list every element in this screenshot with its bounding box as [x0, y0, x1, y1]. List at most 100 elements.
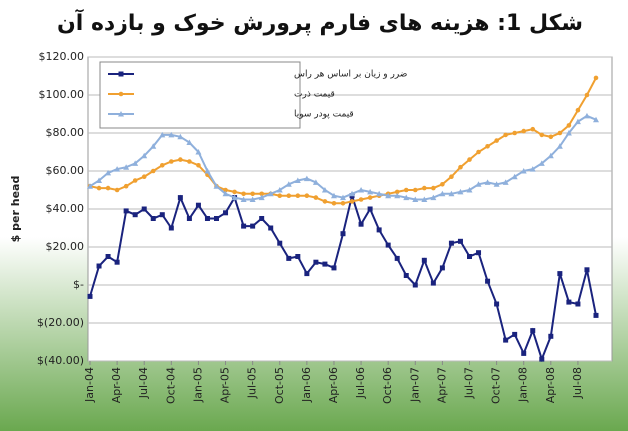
x-tick-label: Jan-08: [517, 367, 530, 403]
marker: [187, 159, 192, 164]
marker: [312, 179, 319, 185]
marker: [159, 163, 165, 168]
marker: [467, 157, 472, 162]
y-tick-label: $100.00: [39, 88, 85, 101]
marker: [457, 238, 463, 244]
marker: [448, 190, 455, 197]
marker: [557, 271, 563, 277]
marker: [285, 181, 292, 187]
marker: [241, 223, 247, 229]
marker: [521, 128, 527, 134]
marker: [150, 168, 156, 174]
marker: [511, 173, 518, 180]
x-tick-label: Oct-04: [164, 367, 177, 404]
marker: [340, 231, 346, 237]
marker: [485, 278, 491, 284]
x-tick-label: Apr-06: [327, 367, 340, 403]
x-tick-label: Apr-08: [544, 367, 557, 403]
marker: [430, 194, 437, 201]
marker: [231, 194, 238, 201]
marker: [322, 261, 328, 267]
legend-label: قیمت ذرت: [294, 90, 335, 100]
marker: [277, 193, 283, 198]
marker: [484, 179, 491, 185]
marker: [458, 164, 463, 170]
marker: [123, 164, 130, 170]
marker: [304, 193, 310, 198]
marker: [259, 216, 265, 221]
marker: [340, 194, 346, 201]
marker: [214, 216, 219, 221]
marker: [358, 197, 364, 202]
x-tick-label: Apr-07: [435, 367, 448, 403]
marker: [394, 192, 401, 199]
marker: [222, 190, 229, 197]
marker: [502, 179, 509, 185]
marker: [250, 191, 255, 197]
marker: [258, 194, 265, 201]
marker: [141, 152, 148, 159]
marker: [118, 71, 124, 77]
marker: [584, 267, 590, 273]
marker: [114, 166, 121, 172]
marker: [132, 212, 138, 218]
marker: [105, 169, 112, 176]
marker: [566, 123, 572, 128]
marker: [448, 240, 454, 246]
marker: [277, 240, 283, 246]
marker: [512, 331, 518, 337]
marker: [123, 183, 129, 189]
x-tick-label: Oct-05: [273, 367, 286, 404]
marker: [313, 259, 319, 265]
marker: [449, 174, 454, 179]
marker: [593, 116, 599, 123]
y-tick-label: $80.00: [46, 126, 85, 139]
marker: [367, 188, 374, 195]
marker: [431, 185, 436, 191]
marker: [512, 130, 517, 136]
marker: [530, 126, 536, 132]
marker: [267, 190, 274, 197]
marker: [195, 149, 202, 155]
legend-label: قیمت پودر سویا: [294, 110, 354, 120]
marker: [186, 139, 193, 145]
marker: [493, 181, 500, 187]
marker: [240, 196, 247, 202]
marker: [118, 111, 124, 117]
marker: [204, 216, 210, 221]
marker: [503, 132, 508, 138]
marker: [583, 112, 590, 119]
y-axis-label: $ per head: [9, 176, 22, 243]
x-tick-label: Jul-08: [571, 367, 584, 399]
x-tick-label: Oct-07: [490, 367, 503, 404]
marker: [313, 195, 319, 200]
marker: [403, 194, 410, 201]
marker: [232, 189, 237, 195]
marker: [422, 185, 427, 191]
marker: [268, 225, 274, 231]
marker: [574, 118, 581, 125]
marker: [96, 185, 102, 191]
marker: [385, 242, 391, 248]
marker: [331, 201, 337, 206]
marker: [548, 333, 554, 339]
x-tick-label: Jan-05: [191, 367, 204, 403]
marker: [494, 301, 500, 307]
marker: [159, 212, 165, 218]
marker: [412, 196, 419, 202]
marker: [295, 193, 301, 198]
marker: [141, 206, 147, 212]
marker: [159, 131, 166, 138]
y-tick-label: $(40.00): [37, 354, 84, 367]
marker: [403, 187, 409, 193]
marker: [476, 149, 481, 155]
marker: [96, 263, 102, 269]
x-tick-label: Jan-07: [408, 367, 421, 403]
x-tick-label: Oct-06: [381, 367, 394, 404]
marker: [376, 227, 382, 233]
legend-label: ضرر و زیان بر اساس هر راس: [294, 70, 407, 80]
marker: [349, 190, 356, 197]
marker: [403, 273, 409, 278]
marker: [178, 157, 183, 162]
